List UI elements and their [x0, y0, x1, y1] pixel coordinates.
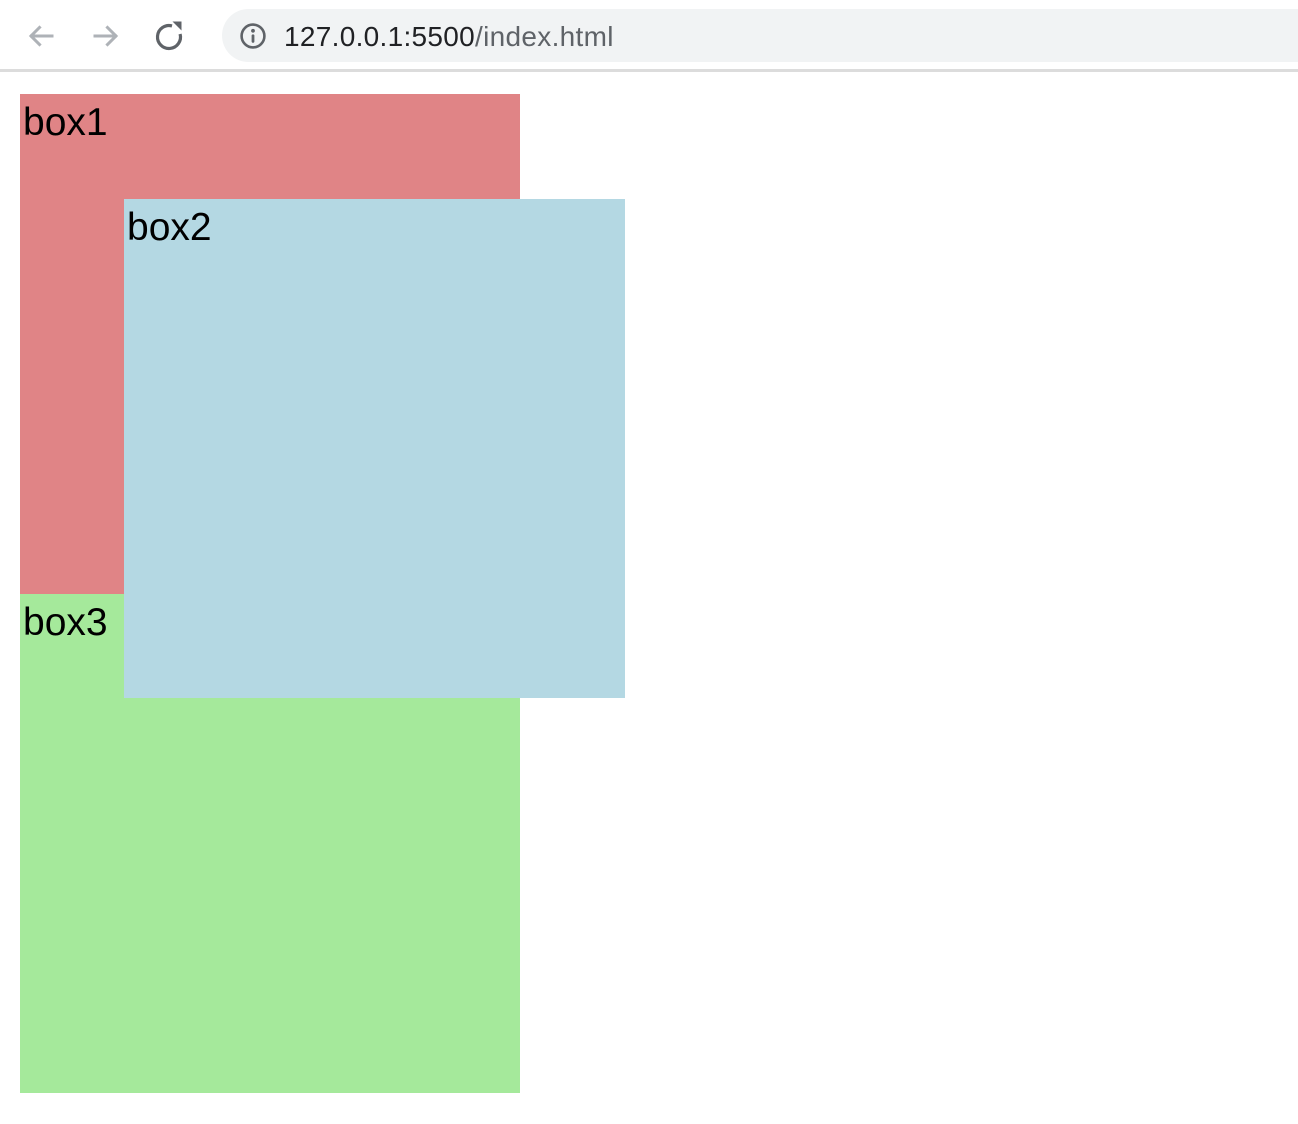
- browser-toolbar: 127.0.0.1:5500/index.html: [0, 0, 1298, 72]
- site-info-button[interactable]: [239, 22, 267, 50]
- box2: box2: [124, 199, 625, 698]
- reload-icon: [152, 19, 186, 53]
- back-button[interactable]: [24, 19, 58, 53]
- box2-label: box2: [127, 206, 212, 249]
- url-text: 127.0.0.1:5500/index.html: [284, 21, 614, 53]
- url-host: 127.0.0.1:5500: [284, 20, 476, 52]
- box3-label: box3: [23, 601, 108, 644]
- forward-arrow-icon: [89, 19, 123, 53]
- reload-button[interactable]: [152, 19, 186, 53]
- back-arrow-icon: [24, 19, 58, 53]
- forward-button[interactable]: [89, 19, 123, 53]
- site-info-icon: [239, 22, 267, 50]
- box1-label: box1: [23, 101, 108, 144]
- url-bar[interactable]: 127.0.0.1:5500/index.html: [222, 9, 1298, 62]
- url-path: /index.html: [475, 20, 614, 52]
